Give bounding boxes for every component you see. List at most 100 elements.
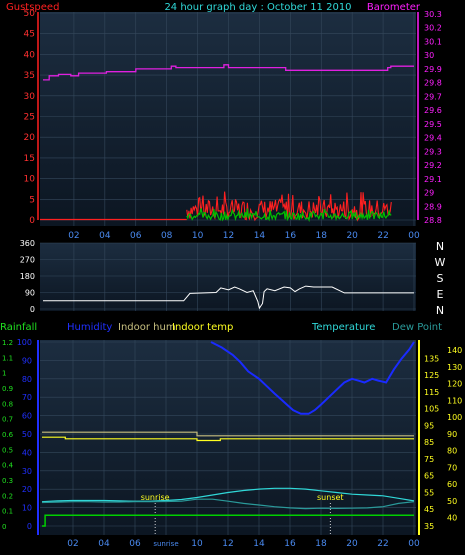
barometer-tick-label: 29.1 (424, 175, 442, 184)
barometer-tick-label: 30.2 (424, 24, 442, 33)
direction-tick-label: 180 (20, 272, 35, 281)
direction-panel-grid (40, 242, 416, 311)
rainfall-tick-label: 0.4 (2, 462, 14, 470)
temp-x-tick-label: 12 (222, 539, 233, 549)
wind-x-tick-label: 08 (161, 231, 173, 241)
rainfall-line (42, 514, 414, 527)
humidity-tick-label: 0 (27, 522, 32, 531)
compass-label: W (435, 256, 446, 269)
direction-tick-label: 270 (20, 256, 35, 265)
wind-x-tick-label: 12 (223, 231, 234, 241)
gustspeed-tick-label: 5 (29, 195, 35, 205)
humidity-tick-label: 30 (22, 467, 32, 476)
humidity-tick-label: 10 (22, 504, 32, 513)
temperature-tick-label: 45 (424, 505, 434, 514)
barometer-tick-label: 30.1 (424, 37, 442, 46)
temperature-tick-label: 85 (424, 438, 434, 447)
rainfall-tick-label: 0.1 (2, 508, 13, 516)
wind-x-tick-label: 18 (316, 231, 328, 241)
barometer-label: Barometer (367, 2, 421, 13)
temp-panel-grid (40, 340, 416, 535)
legend-dew-point: Dew Point (392, 322, 442, 333)
chart-title: 24 hour graph day : October 11 2010 (164, 2, 351, 13)
humidity-tick-label: 80 (22, 375, 32, 384)
gustspeed-tick-label: 45 (24, 30, 35, 40)
compass-label: S (437, 272, 444, 285)
legend-indoor-hum: Indoor hum (118, 322, 176, 333)
wind-x-tick-label: 14 (254, 231, 266, 241)
temp-panel-axes: 0 10 20 30 40 50 60 70 80 90 100 0 0.1 0.2 0.3 0.4 0.5 0.… (2, 338, 462, 535)
direction-tick-label: 90 (25, 289, 35, 298)
temp-x-tick-label: 14 (253, 539, 265, 549)
barometer-tick-label: 29.2 (424, 161, 442, 170)
temperature-tick-label: 60 (447, 480, 457, 489)
barometer-tick-label: 29.3 (424, 147, 442, 156)
gustspeed-tick-label: 40 (24, 50, 36, 60)
temp-x-tick-label: 22 (377, 539, 388, 549)
legend-humidity: Humidity (67, 322, 112, 333)
temperature-tick-label: 80 (447, 447, 457, 456)
compass-label: E (437, 288, 444, 301)
humidity-tick-label: 40 (22, 448, 32, 457)
wind-panel-background (40, 12, 416, 226)
temperature-tick-label: 70 (447, 463, 457, 472)
temperature-tick-label: 115 (424, 388, 439, 397)
rainfall-tick-label: 0.3 (2, 477, 13, 485)
temperature-tick-label: 95 (424, 421, 434, 430)
barometer-tick-label: 29 (424, 189, 434, 198)
rainfall-tick-label: 0.2 (2, 492, 13, 500)
barometer-tick-label: 29.6 (424, 106, 442, 115)
wind-x-tick-label: 10 (192, 231, 204, 241)
direction-axis: 0 90 180 270 360 (20, 239, 35, 314)
temperature-tick-label: 130 (447, 363, 462, 372)
wind-panel-x-axis: 02 04 06 08 10 12 14 16 18 20 22 00 (68, 231, 420, 241)
temperature-tick-label: 105 (424, 405, 439, 414)
temp-x-tick-label: 16 (284, 539, 296, 549)
temp-x-tick-label: 00 (408, 539, 420, 549)
temperature-tick-label: 110 (447, 396, 462, 405)
barometer-tick-label: 29.9 (424, 65, 442, 74)
rainfall-tick-label: 0.5 (2, 446, 13, 454)
gustspeed-tick-label: 10 (24, 175, 36, 185)
gustspeed-tick-label: 15 (24, 154, 35, 164)
barometer-line (43, 64, 414, 81)
temp-x-tick-label: 06 (129, 539, 141, 549)
compass-label: N (436, 240, 444, 253)
barometer-tick-label: 29.5 (424, 120, 442, 129)
temperature-tick-label: 75 (424, 455, 434, 464)
temp-x-tick-label: 04 (98, 539, 110, 549)
direction-tick-label: 0 (30, 305, 35, 314)
temp-x-tick-label: sunrise (153, 540, 178, 548)
barometer-tick-label: 28.9 (424, 202, 442, 211)
temp-x-tick-label: 10 (191, 539, 203, 549)
wind-x-tick-label: 06 (130, 231, 142, 241)
gustspeed-label: Gustspeed (6, 2, 59, 13)
temperature-tick-label: 50 (447, 497, 457, 506)
compass-label: N (436, 304, 444, 317)
humidity-tick-label: 50 (22, 430, 32, 439)
temperature-line (41, 487, 415, 503)
direction-panel-background (40, 243, 416, 311)
temp-panel-x-axis: 02 04 06 sunrise 10 12 14 16 18 20 22 00 (67, 539, 420, 549)
temp-x-tick-label: 02 (67, 539, 78, 549)
sunset-annotation: sunset (317, 493, 344, 502)
temperature-tick-label: 65 (424, 472, 434, 481)
barometer-axis: 28.8 28.9 29 29.1 29.2 29.3 29.4 29.5 29.6 29.7 29… (417, 10, 442, 225)
wind-panel-marks (40, 64, 414, 223)
temperature-tick-label: 135 (424, 354, 439, 363)
temperature-tick-label: 140 (447, 346, 462, 355)
temperature-tick-label: 35 (424, 522, 434, 531)
gustspeed-tick-label: 35 (24, 71, 35, 81)
barometer-tick-label: 29.7 (424, 92, 442, 101)
wind-line (186, 208, 392, 223)
direction-tick-label: 360 (20, 239, 35, 248)
temperature-tick-label: 55 (424, 488, 434, 497)
temperature-tick-label: 40 (447, 514, 457, 523)
rainfall-tick-label: 0.7 (2, 416, 13, 424)
temperature-tick-label: 100 (447, 413, 462, 422)
legend-temperature: Temperature (311, 322, 375, 333)
gust-line (186, 191, 392, 222)
direction-line (43, 285, 414, 310)
humidity-tick-label: 100 (17, 338, 32, 347)
gustspeed-tick-label: 30 (24, 92, 36, 102)
